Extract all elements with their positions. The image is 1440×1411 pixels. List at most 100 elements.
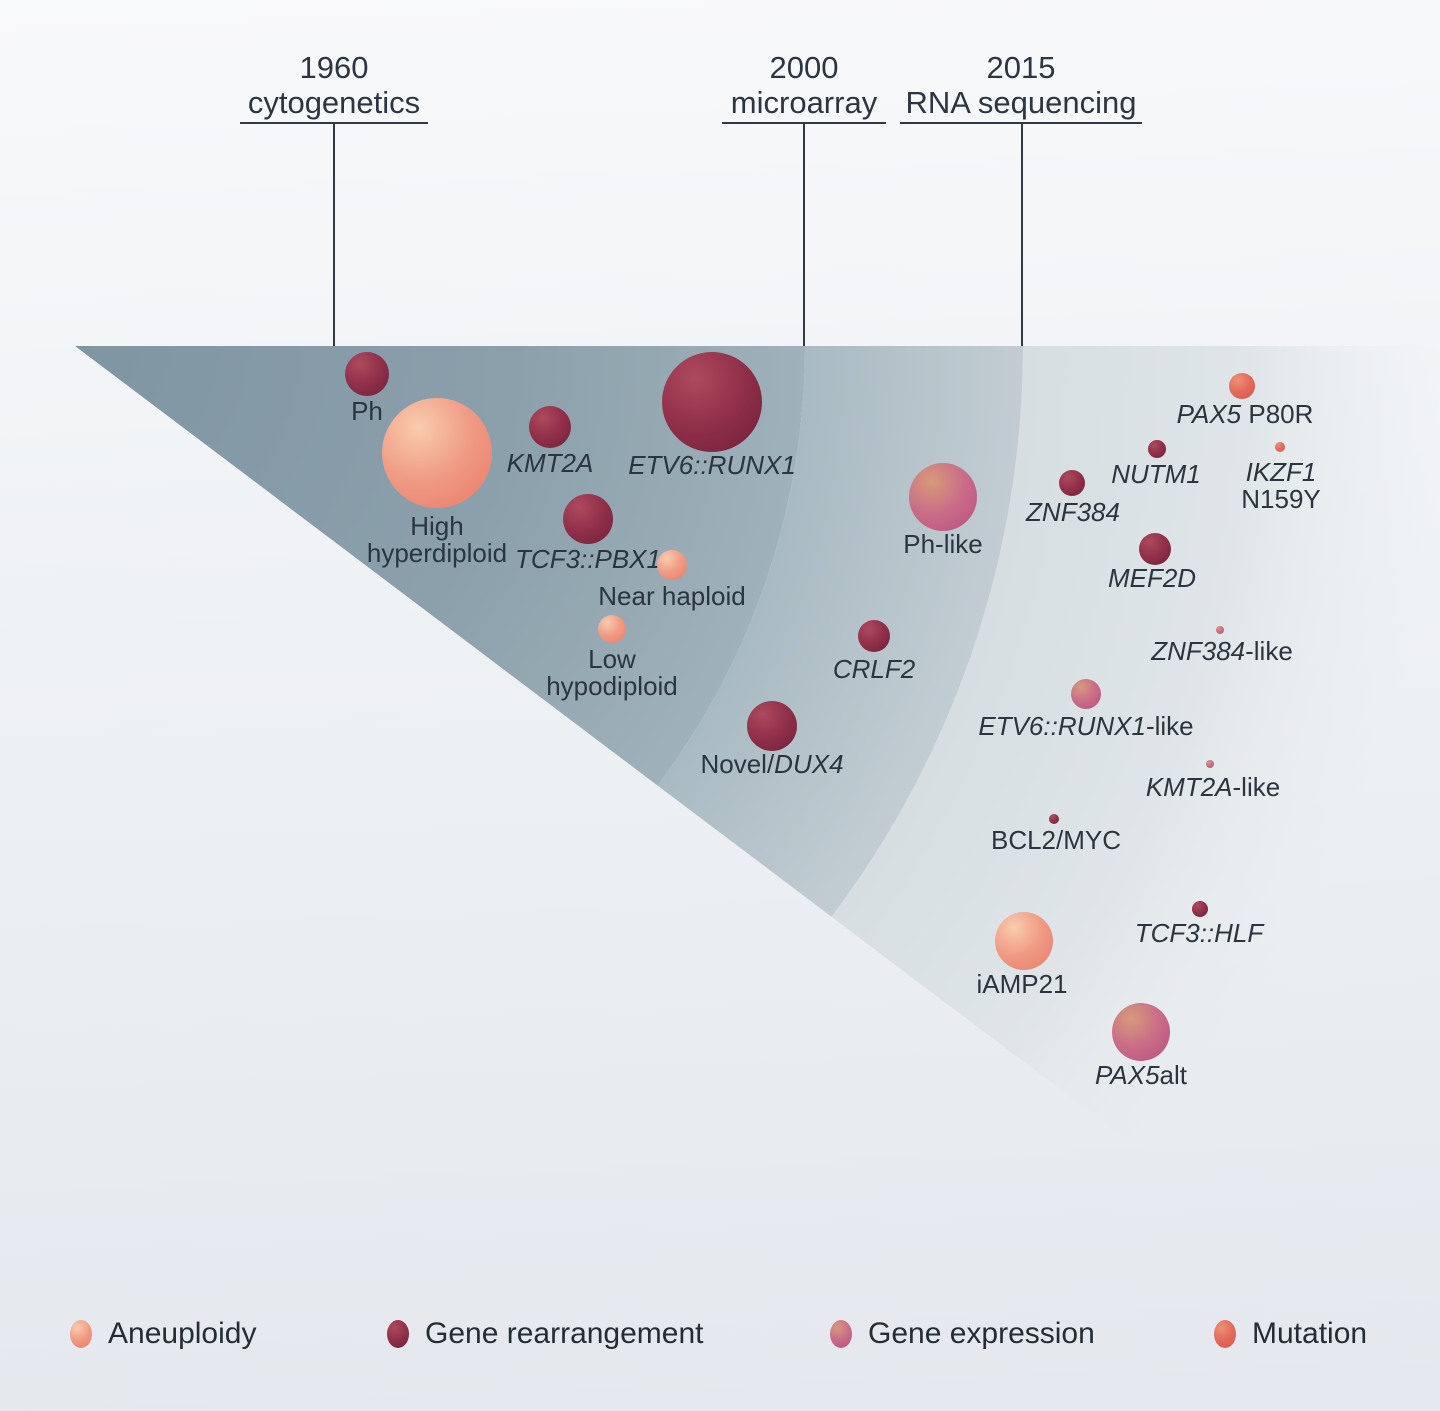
bubble-tcf3-hlf: [1192, 901, 1208, 917]
label-znf384-like: ZNF384-like: [1151, 638, 1293, 665]
bubble-tcf3-pbx1: [563, 494, 613, 544]
bubble-znf384-like: [1216, 626, 1224, 634]
bubble-ph: [345, 352, 389, 396]
label-tcf3-hlf: TCF3::HLF: [1135, 920, 1264, 947]
era-rule: [900, 122, 1142, 124]
legend-marker-aneuploidy: [70, 1320, 92, 1348]
label-text: KMT2A: [1145, 772, 1233, 802]
era-tick-line: [803, 124, 805, 346]
label-line-ph: Ph: [351, 398, 383, 425]
label-text: P80R: [1241, 399, 1314, 429]
legend-marker-expression: [830, 1320, 852, 1348]
label-text: NUTM1: [1111, 459, 1201, 489]
legend-marker-mutation: [1214, 1320, 1236, 1348]
label-tcf3-pbx1: TCF3::PBX1: [515, 546, 661, 573]
legend-label-mutation: Mutation: [1252, 1317, 1368, 1350]
bubble-pax5alt: [1112, 1003, 1170, 1061]
era-year: 1960: [299, 50, 369, 85]
label-line-etv6-runx1: ETV6::RUNX1: [628, 452, 796, 479]
label-text: hyperdiploid: [366, 538, 508, 568]
label-text: hypodiploid: [546, 671, 678, 701]
label-text: TCF3::HLF: [1134, 918, 1264, 948]
band-1960: [75, 346, 805, 786]
label-line-nutm1: NUTM1: [1111, 461, 1201, 488]
bubble-near-haploid: [657, 550, 687, 580]
era-tick-line: [333, 124, 335, 346]
label-line-kmt2a: KMT2A: [507, 450, 594, 477]
bubble-high-hyperdiploid: [382, 398, 492, 508]
label-etv6-runx1-like: ETV6::RUNX1-like: [978, 713, 1193, 740]
label-ikzf1-n159y: IKZF1 N159Y: [1241, 459, 1321, 513]
label-text: N159Y: [1241, 484, 1321, 514]
label-line-novel-dux4: Novel/DUX4: [700, 751, 843, 778]
bubble-pax5-p80r: [1229, 373, 1255, 399]
label-kmt2a: KMT2A: [507, 450, 594, 477]
label-text: -like: [1232, 772, 1281, 802]
label-text: ZNF384: [1026, 497, 1120, 527]
era-method: microarray: [730, 85, 878, 120]
label-kmt2a-like: KMT2A-like: [1146, 774, 1280, 801]
label-line-low-hypodiploid: hypodiploid: [546, 673, 678, 700]
legend-label-aneuploidy: Aneuploidy: [108, 1317, 257, 1350]
era-method: cytogenetics: [247, 85, 421, 120]
bubble-kmt2a-like: [1206, 760, 1214, 768]
bubble-low-hypodiploid: [598, 615, 626, 643]
era-1960: 1960 cytogenetics: [248, 50, 420, 120]
label-nutm1: NUTM1: [1111, 461, 1201, 488]
era-2000: 2000 microarray: [731, 50, 877, 120]
label-novel-dux4: Novel/DUX4: [700, 751, 843, 778]
label-text: ETV6::RUNX1: [628, 450, 796, 480]
label-text: Low: [588, 644, 636, 674]
label-line-high-hyperdiploid: hyperdiploid: [367, 540, 507, 567]
label-line-ikzf1-n159y: N159Y: [1241, 486, 1321, 513]
label-text: Ph: [351, 396, 383, 426]
legend-item-rearrangement: Gene rearrangement: [387, 1317, 704, 1351]
legend-label-rearrangement: Gene rearrangement: [425, 1317, 704, 1350]
label-text: -like: [1245, 636, 1293, 666]
label-line-iamp21: iAMP21: [976, 971, 1067, 998]
era-year: 2015: [986, 50, 1056, 85]
bubble-ikzf1-n159y: [1275, 442, 1285, 452]
label-text: Ph-like: [903, 529, 983, 559]
label-text: PAX5: [1094, 1060, 1160, 1090]
label-line-bcl2-myc: BCL2/MYC: [991, 827, 1121, 854]
bubble-iamp21: [995, 912, 1053, 970]
label-line-low-hypodiploid: Low: [546, 646, 678, 673]
legend-item-aneuploidy: Aneuploidy: [70, 1317, 256, 1351]
label-line-pax5alt: PAX5alt: [1095, 1062, 1187, 1089]
era-method: RNA sequencing: [905, 85, 1137, 120]
label-near-haploid: Near haploid: [598, 583, 745, 610]
bubble-etv6-runx1-like: [1071, 679, 1101, 709]
label-line-ph-like: Ph-like: [903, 531, 982, 558]
label-text: ZNF384: [1151, 636, 1246, 666]
label-text: High: [410, 511, 464, 541]
label-line-ikzf1-n159y: IKZF1: [1241, 459, 1321, 486]
era-year: 2000: [769, 50, 839, 85]
era-rule: [722, 122, 886, 124]
band-2015: [831, 346, 1440, 1207]
label-text: PAX5: [1176, 399, 1242, 429]
label-text: ETV6::RUNX1: [978, 711, 1146, 741]
label-line-high-hyperdiploid: High: [367, 513, 507, 540]
label-text: Near haploid: [598, 581, 746, 611]
label-text: Novel/: [700, 749, 775, 779]
label-high-hyperdiploid: High hyperdiploid: [367, 513, 507, 567]
label-line-kmt2a-like: KMT2A-like: [1146, 774, 1280, 801]
legend-item-mutation: Mutation: [1214, 1317, 1367, 1351]
era-rule: [240, 122, 428, 124]
label-text: alt: [1159, 1060, 1188, 1090]
bubble-crlf2: [858, 620, 890, 652]
label-ph: Ph: [351, 398, 383, 425]
bubble-nutm1: [1148, 440, 1166, 458]
label-line-mef2d: MEF2D: [1108, 565, 1196, 592]
label-text: DUX4: [774, 749, 844, 779]
label-znf384: ZNF384: [1026, 499, 1120, 526]
label-mef2d: MEF2D: [1108, 565, 1196, 592]
label-text: TCF3::PBX1: [515, 544, 661, 574]
label-line-pax5-p80r: PAX5 P80R: [1177, 401, 1314, 428]
label-line-crlf2: CRLF2: [833, 656, 915, 683]
label-line-znf384-like: ZNF384-like: [1151, 638, 1293, 665]
label-pax5-p80r: PAX5 P80R: [1177, 401, 1314, 428]
legend-marker-rearrangement: [387, 1320, 409, 1348]
